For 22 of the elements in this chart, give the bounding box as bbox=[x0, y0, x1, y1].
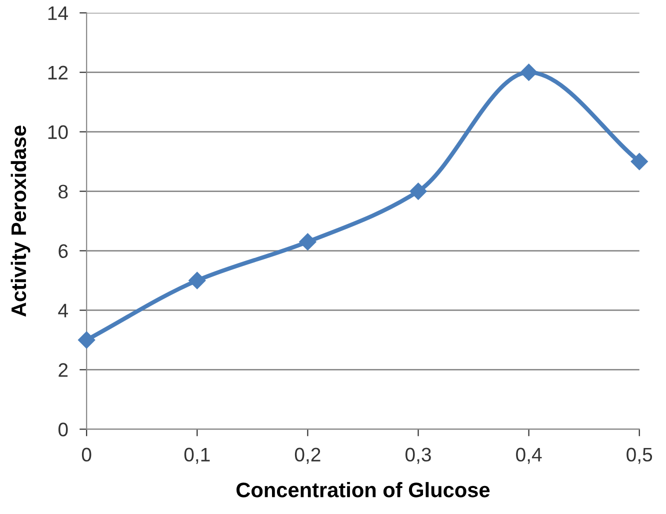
point bbox=[78, 331, 96, 349]
x-tick-label: 0,2 bbox=[294, 448, 320, 464]
point bbox=[299, 233, 316, 250]
y-tick-label: 2 bbox=[58, 363, 68, 377]
x-tick-label: 0,1 bbox=[184, 448, 210, 464]
point bbox=[520, 64, 538, 81]
x-tick-label: 0,5 bbox=[626, 448, 652, 464]
y-tick-label: 8 bbox=[58, 184, 68, 199]
point bbox=[630, 152, 648, 170]
x-tick-label: 0,4 bbox=[516, 448, 542, 464]
y-tick-label: 4 bbox=[58, 304, 68, 318]
point bbox=[188, 272, 206, 290]
y-tick-label: 6 bbox=[58, 244, 68, 258]
y-axis-title: Activity Peroxidase bbox=[10, 126, 30, 317]
y-tick-label: 10 bbox=[48, 125, 68, 140]
y-tick-label: 14 bbox=[48, 6, 68, 20]
x-tick-label: 0,3 bbox=[405, 448, 431, 464]
y-tick-label: 12 bbox=[48, 66, 68, 80]
y-tick-label: 0 bbox=[58, 422, 68, 436]
x-axis-title: Concentration of Glucose bbox=[236, 482, 490, 498]
point bbox=[410, 182, 427, 200]
x-tick-label: 0 bbox=[82, 448, 92, 462]
